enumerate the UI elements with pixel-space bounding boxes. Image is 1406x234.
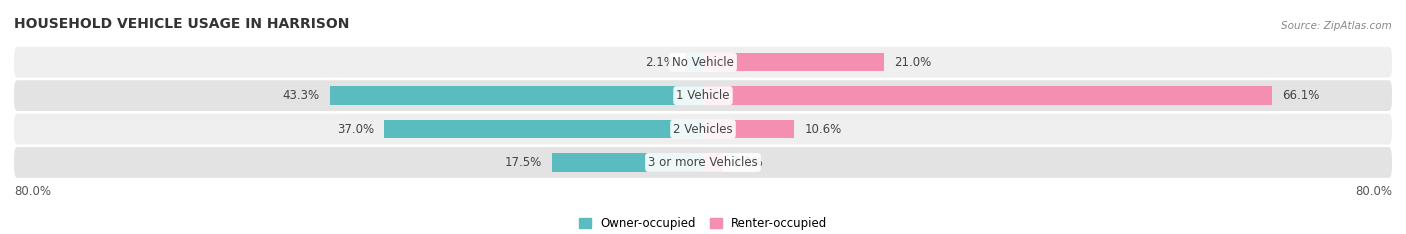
Bar (703, 53, 884, 71)
Bar (330, 86, 703, 105)
Text: Source: ZipAtlas.com: Source: ZipAtlas.com (1281, 21, 1392, 31)
Text: 66.1%: 66.1% (1282, 89, 1320, 102)
FancyBboxPatch shape (14, 114, 1392, 144)
Text: 43.3%: 43.3% (283, 89, 319, 102)
Bar (384, 120, 703, 138)
Text: 80.0%: 80.0% (1355, 185, 1392, 198)
Text: 10.6%: 10.6% (804, 123, 842, 135)
FancyBboxPatch shape (14, 147, 1392, 178)
Text: 21.0%: 21.0% (894, 56, 931, 69)
Text: 1 Vehicle: 1 Vehicle (676, 89, 730, 102)
Text: 2 Vehicles: 2 Vehicles (673, 123, 733, 135)
Text: 37.0%: 37.0% (337, 123, 374, 135)
FancyBboxPatch shape (14, 80, 1392, 111)
Text: HOUSEHOLD VEHICLE USAGE IN HARRISON: HOUSEHOLD VEHICLE USAGE IN HARRISON (14, 17, 350, 31)
Text: 17.5%: 17.5% (505, 156, 541, 169)
Text: 80.0%: 80.0% (14, 185, 51, 198)
Text: No Vehicle: No Vehicle (672, 56, 734, 69)
Bar (685, 53, 703, 71)
Text: 2.3%: 2.3% (733, 156, 763, 169)
Text: 3 or more Vehicles: 3 or more Vehicles (648, 156, 758, 169)
Text: 2.1%: 2.1% (645, 56, 675, 69)
Legend: Owner-occupied, Renter-occupied: Owner-occupied, Renter-occupied (579, 217, 827, 230)
Bar (553, 153, 703, 172)
Bar (703, 153, 723, 172)
Bar (703, 86, 1272, 105)
Bar (703, 120, 794, 138)
FancyBboxPatch shape (14, 47, 1392, 77)
